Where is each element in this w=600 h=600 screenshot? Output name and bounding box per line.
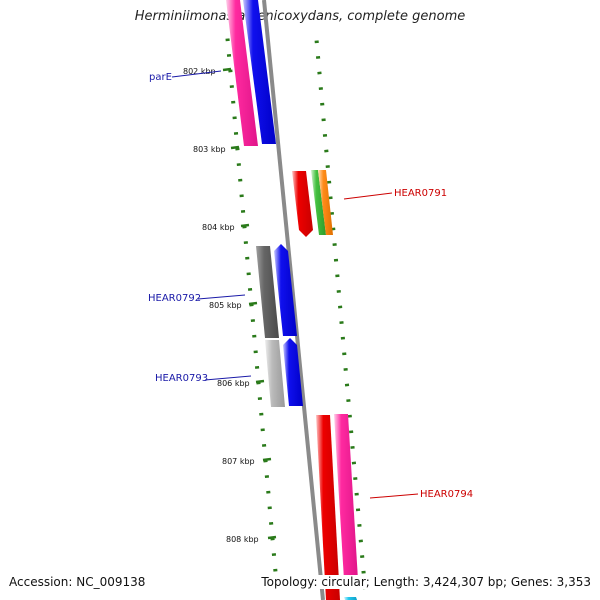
tick-label-807: 807 kbp: [222, 457, 255, 466]
gene-hear0791-red[interactable]: [292, 171, 313, 237]
gene-hear0793-gray[interactable]: [265, 340, 285, 407]
gene-label-hear0793[interactable]: HEAR0793: [155, 373, 208, 384]
tick-label-803: 803 kbp: [193, 145, 226, 154]
tick-802: [222, 67, 232, 72]
tick-805: [248, 301, 258, 306]
gene-label-hear0794[interactable]: HEAR0794: [420, 489, 473, 500]
gene-cyan-partial[interactable]: [344, 597, 357, 600]
leader-hear0791: [343, 192, 393, 200]
tick-806: [255, 379, 265, 384]
gene-hear0794-red[interactable]: [316, 415, 340, 600]
gene-hear0792-blue[interactable]: [274, 244, 297, 336]
gene-hear0792-gray[interactable]: [256, 246, 279, 338]
leader-hear0792: [197, 294, 246, 300]
genome-summary: Topology: circular; Length: 3,424,307 bp…: [258, 575, 591, 589]
accession-label: Accession: NC_009138: [9, 575, 146, 589]
map-title: Herminiimonas arsenicoxydans, complete g…: [134, 9, 466, 24]
tick-803: [230, 145, 240, 150]
tick-807: [262, 457, 272, 462]
gene-label-hear0791[interactable]: HEAR0791: [394, 188, 447, 199]
tick-label-805: 805 kbp: [209, 301, 242, 310]
tick-808: [267, 535, 277, 540]
leader-parE: [171, 70, 222, 78]
gene-hear0791-green[interactable]: [311, 170, 326, 235]
tick-label-808: 808 kbp: [226, 535, 259, 544]
gene-hear0793-blue[interactable]: [283, 338, 303, 406]
genome-backbone: [262, 0, 325, 600]
gene-hear0791-orange[interactable]: [318, 170, 333, 235]
tick-label-804: 804 kbp: [202, 223, 235, 232]
leader-hear0794: [369, 493, 419, 499]
leader-hear0793: [204, 375, 252, 381]
tick-804: [240, 223, 250, 228]
gene-parE-blue[interactable]: [243, 0, 276, 144]
gene-label-hear0792[interactable]: HEAR0792: [148, 293, 201, 304]
gene-hear0794-magenta[interactable]: [334, 414, 358, 580]
gene-parE-magenta[interactable]: [226, 0, 258, 146]
tick-label-802: 802 kbp: [183, 67, 216, 76]
tick-label-806: 806 kbp: [217, 379, 250, 388]
gene-label-parE[interactable]: parE: [149, 72, 172, 83]
